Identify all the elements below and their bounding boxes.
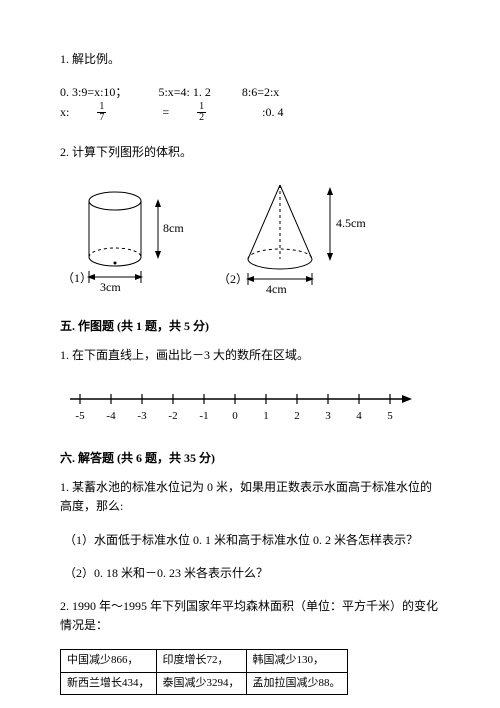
tick-label: -3 — [137, 410, 147, 422]
fig1-label: （1） — [62, 271, 92, 285]
tick-label: 3 — [325, 410, 331, 422]
eq-4: x: 17 = 12 :0. 4 — [60, 102, 311, 123]
eq4-suffix: :0. 4 — [262, 103, 283, 122]
eq4-prefix: x: — [60, 103, 69, 122]
tick-label: -2 — [168, 410, 177, 422]
cylinder-figure: 8cm 3cm （1） — [62, 192, 184, 294]
fig2-label: （2） — [218, 272, 248, 286]
section5-title: 五. 作图题 (共 1 题，共 5 分) — [60, 317, 440, 336]
sec6-q1-intro: 1. 某蓄水池的标准水位记为 0 米，如果用正数表示水面高于标准水位的高度，那么… — [60, 478, 440, 516]
cone-h-label: 4.5cm — [336, 216, 366, 230]
eq4-frac2: 12 — [197, 102, 234, 123]
cell: 韩国减少130， — [246, 650, 347, 673]
sec6-q1-1: （1）水面低于标准水位 0. 1 米和高于标准水位 0. 2 米各怎样表示？ — [64, 531, 440, 550]
section6-title: 六. 解答题 (共 6 题，共 35 分) — [60, 449, 440, 468]
figures-svg: 8cm 3cm （1） 4.5cm 4cm （2） — [60, 177, 390, 297]
sec6-q2-intro: 2. 1990 年～1995 年下列国家年平均森林面积（单位：平方千米）的变化情… — [60, 597, 440, 635]
cone-figure: 4.5cm 4cm （2） — [218, 185, 366, 296]
cyl-h-label: 8cm — [163, 221, 184, 235]
q2-title: 2. 计算下列图形的体积。 — [60, 143, 440, 162]
forest-table: 中国减少866， 印度增长72， 韩国减少130， 新西兰增长434， 泰国减少… — [60, 649, 348, 695]
tick-label: 1 — [263, 410, 269, 422]
sec6-q1-2: （2）0. 18 米和－0. 23 米各表示什么？ — [64, 564, 440, 583]
table-row: 新西兰增长434， 泰国减少3294， 孟加拉国减少88。 — [61, 672, 348, 695]
cell: 印度增长72， — [156, 650, 246, 673]
cyl-w-label: 3cm — [100, 280, 121, 294]
cone-w-label: 4cm — [266, 282, 287, 296]
tick-label: -1 — [199, 410, 208, 422]
cell: 孟加拉国减少88。 — [246, 672, 347, 695]
tick-label: 0 — [232, 410, 238, 422]
tick-label: -4 — [106, 410, 116, 422]
cell: 中国减少866， — [61, 650, 157, 673]
q1-equations: 0. 3:9=x:10； 5:x=4: 1. 2 8:6=2:x x: 17 = … — [60, 83, 440, 123]
eq-3: 8:6=2:x — [242, 83, 279, 102]
eq-2: 5:x=4: 1. 2 — [158, 83, 210, 102]
cell: 泰国减少3294， — [156, 672, 246, 695]
figures-row: 8cm 3cm （1） 4.5cm 4cm （2） — [60, 177, 440, 297]
tick-label: -5 — [75, 410, 85, 422]
eq4-frac1: 17 — [97, 102, 134, 123]
q1-title: 1. 解比例。 — [60, 50, 440, 69]
table-row: 中国减少866， 印度增长72， 韩国减少130， — [61, 650, 348, 673]
tick-label: 5 — [387, 410, 393, 422]
eq-1: 0. 3:9=x:10； — [60, 83, 127, 102]
tick-label: 4 — [356, 410, 362, 422]
eq4-mid: = — [162, 103, 169, 122]
tick-label: 2 — [294, 410, 300, 422]
sec5-q1: 1. 在下面直线上，画出比－3 大的数所在区域。 — [60, 346, 440, 365]
cell: 新西兰增长434， — [61, 672, 157, 695]
number-line: -5 -4 -3 -2 -1 0 1 2 3 4 5 — [60, 379, 420, 429]
